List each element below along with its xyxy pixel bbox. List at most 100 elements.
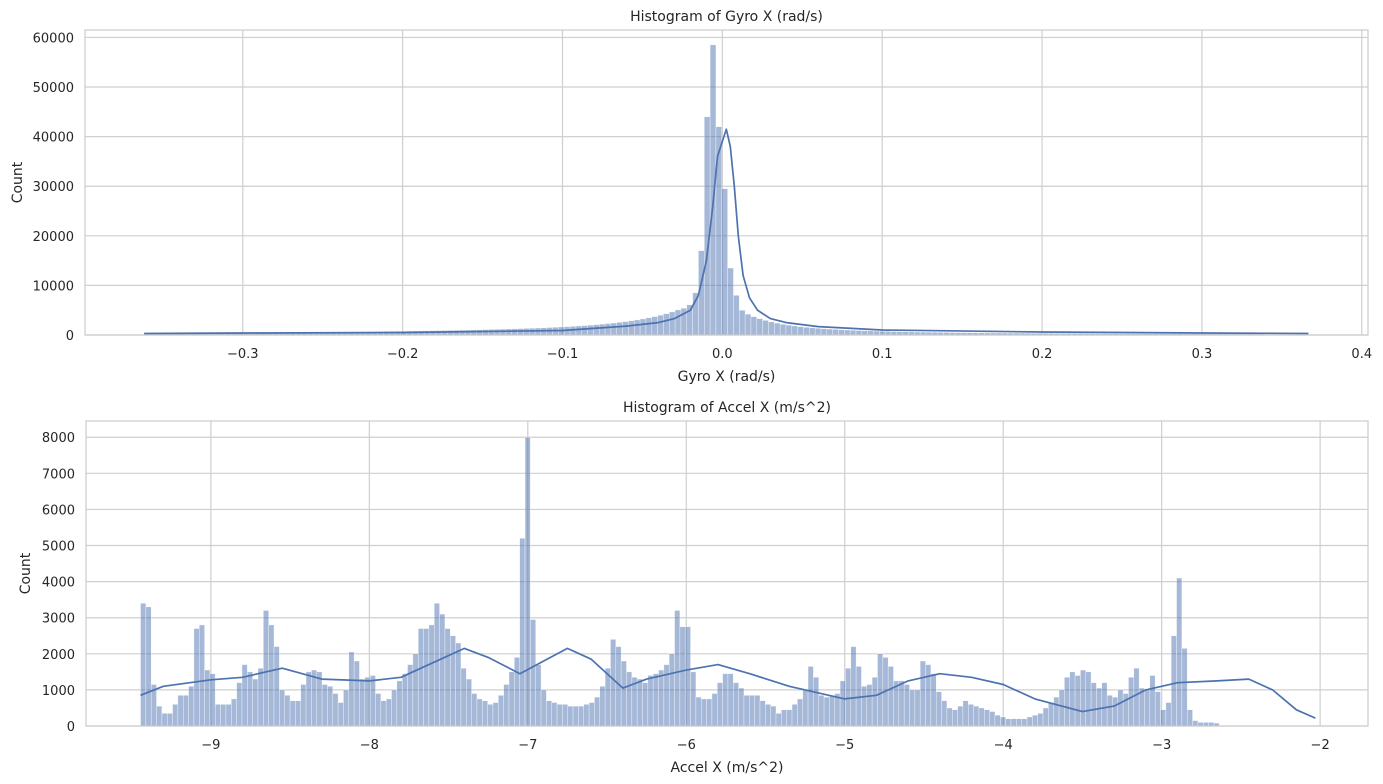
histogram-bar [642,682,649,727]
y-tick-label: 1000 [42,684,75,699]
histogram-bar [898,680,905,727]
histogram-bar [756,318,763,336]
x-tick-label: −0.2 [387,347,419,362]
histogram-bar [524,436,531,727]
histogram-bar [1154,691,1161,727]
histogram-bar [551,702,558,727]
histogram-bar [978,707,985,727]
histogram-bar [657,314,664,336]
x-tick-label: −7 [518,738,537,753]
histogram-bar [193,628,200,727]
histogram-bar [279,689,285,727]
histogram-bar [166,713,173,727]
histogram-bar [1181,648,1188,727]
histogram-bar [417,628,424,727]
histogram-bar [503,684,510,727]
histogram-bar [225,704,232,727]
histogram-bar [849,329,857,336]
histogram-bar [1010,718,1017,727]
histogram-bar [1160,709,1167,727]
histogram-bar [610,639,617,727]
histogram-bar [460,667,467,727]
histogram-bar [855,666,862,727]
x-axis-label: Accel X (m/s^2) [671,760,784,776]
histogram-bar [487,704,494,727]
histogram-bar [750,316,758,336]
histogram-bar [535,664,542,727]
histogram-bar [674,610,681,727]
histogram-bar [791,325,798,336]
histogram-bar [1112,696,1119,727]
histogram-bar [690,671,697,727]
histogram-bar [353,660,360,727]
histogram-bar [1165,702,1172,727]
accel-x-histogram-panel: Histogram of Accel X (m/s^2) Accel X (m/… [18,400,1369,776]
histogram-bar [829,695,836,727]
x-tick-label: 0.2 [1032,347,1053,362]
y-axis-label: Count [18,552,34,594]
histogram-bar [951,709,958,727]
histogram-bar [519,538,526,727]
histogram-bar [332,693,339,727]
plot-frame [85,420,1369,727]
histogram-bars [143,44,1265,336]
histogram-bar [204,669,211,727]
histogram-bar [791,704,798,727]
histogram-bar [241,664,248,727]
x-tick-label: 0.0 [712,347,733,362]
histogram-bar [989,711,996,727]
histogram-bar [1000,716,1006,727]
x-tick-label: −9 [201,738,220,753]
histogram-bar [215,704,221,727]
histogram-bar [861,330,868,336]
histogram-bar [1117,689,1124,727]
histogram-bar [156,705,163,727]
histogram-bar [343,689,350,727]
histogram-bar [807,666,814,727]
histogram-bar [684,626,691,727]
histogram-bar [466,678,472,727]
histogram-bar [578,705,585,727]
histogram-bar [348,651,355,727]
y-tick-labels: 0 10000 20000 30000 40000 50000 60000 [33,31,74,344]
histogram-bar [1069,671,1076,727]
x-tick-label: −6 [677,738,696,753]
y-tick-label: 6000 [42,503,75,518]
histogram-bar [1085,671,1092,727]
histogram-bar [140,603,147,727]
histogram-bar [1048,702,1054,727]
x-tick-labels: −9 −8 −7 −6 −5 −4 −3 −2 [201,738,1329,753]
histogram-bar [727,673,734,727]
histogram-bar [540,689,547,727]
histogram-bar [188,686,195,727]
histogram-bar [1080,669,1087,727]
histogram-bar [433,603,440,727]
histogram-bar [669,311,676,336]
histogram-bar [514,657,520,727]
histogram-bar [1176,577,1183,727]
histogram-bar [749,695,755,727]
y-tick-label: 0 [66,329,74,344]
histogram-bar [1192,720,1199,727]
histogram-bar [968,704,974,727]
y-tick-label: 5000 [42,540,75,555]
histogram-bar [946,707,953,727]
x-tick-label: −0.3 [227,347,259,362]
histogram-bar [364,677,371,727]
histogram-bar [935,691,942,727]
histogram-bar [369,675,376,727]
histogram-bar [903,684,910,727]
histogram-bar [476,698,483,727]
histogram-bar [380,700,387,727]
histogram-bar [616,322,623,336]
histogram-bar [220,704,227,727]
histogram-bar [700,698,707,727]
histogram-bar [327,686,334,727]
x-tick-label: −5 [835,738,854,753]
histogram-bar [236,682,243,727]
histogram-bar [316,671,323,727]
histogram-bar [599,323,606,336]
histogram-bar [814,328,822,336]
histogram-bar [973,705,980,727]
histogram-bar [492,702,499,727]
